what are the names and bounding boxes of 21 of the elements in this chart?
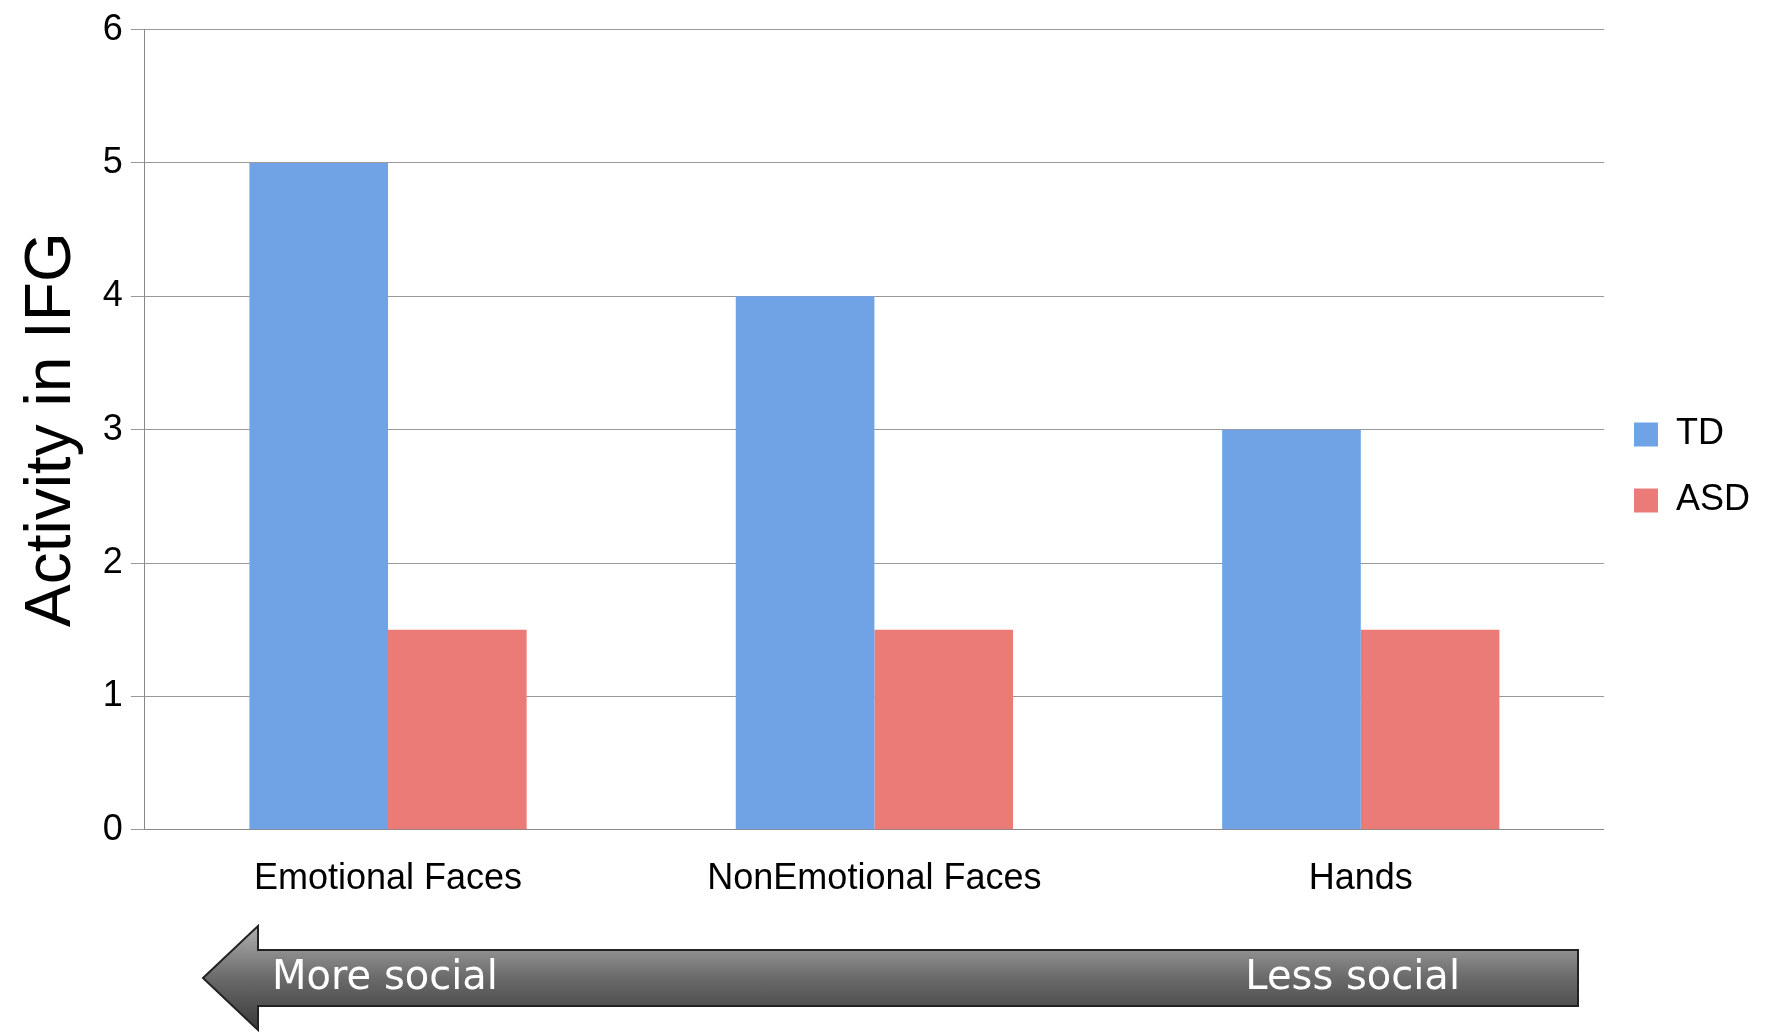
legend-label: TD <box>1675 411 1724 453</box>
y-tick-label: 2 <box>102 539 123 581</box>
bar <box>388 629 527 830</box>
bar <box>249 162 389 830</box>
x-tick-label: NonEmotional Faces <box>707 856 1042 898</box>
x-tick-label: Hands <box>1308 856 1413 898</box>
bar <box>1360 629 1500 830</box>
y-tick-label: 0 <box>102 806 123 848</box>
legend-label: ASD <box>1675 477 1751 519</box>
bar <box>1222 429 1361 830</box>
x-tick-label: Emotional Faces <box>253 856 523 898</box>
text: Less social <box>1245 952 1460 998</box>
text: More social <box>272 952 498 998</box>
bar <box>874 629 1014 830</box>
y-tick-label: 4 <box>102 273 123 315</box>
y-tick-label: 6 <box>102 6 123 48</box>
bar <box>735 296 875 830</box>
y-tick-label: 5 <box>102 139 123 181</box>
y-axis-title: Activity in IFG <box>12 232 85 628</box>
y-tick-label: 1 <box>102 673 123 715</box>
y-tick-label: 3 <box>102 406 123 448</box>
